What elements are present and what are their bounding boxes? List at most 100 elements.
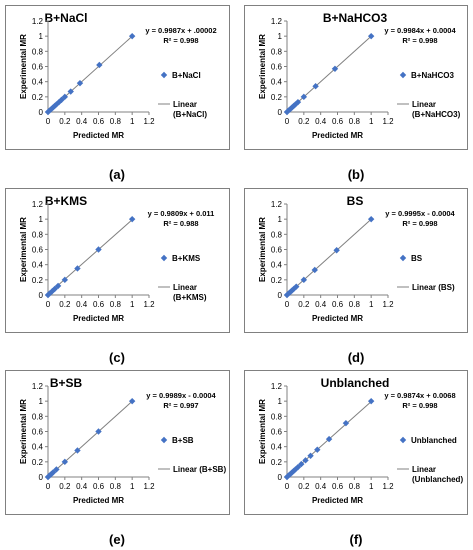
data-point: [61, 276, 69, 284]
y-axis-label: Experimental MR: [19, 399, 28, 464]
chart-caption-e: (e): [109, 532, 125, 547]
data-point: [307, 452, 314, 459]
x-tick-label: 1: [369, 300, 374, 309]
x-tick-label: 1: [130, 300, 135, 309]
y-tick-label: 0.4: [32, 443, 44, 452]
y-tick-label: 0.4: [271, 78, 283, 87]
y-tick-label: 0.4: [271, 261, 283, 270]
data-point: [290, 285, 297, 293]
data-point: [54, 282, 62, 290]
data-point: [293, 283, 300, 290]
y-tick-label: 0.8: [32, 47, 44, 56]
data-point: [283, 108, 291, 116]
chart-title: Unblanched: [321, 376, 390, 390]
data-point: [283, 473, 291, 481]
data-point: [367, 32, 375, 40]
data-point: [74, 447, 81, 454]
y-tick-label: 1.2: [32, 17, 44, 26]
x-tick-label: 1.2: [382, 300, 394, 309]
y-tick-label: 0.2: [32, 93, 44, 102]
x-axis-label: Predicted MR: [73, 314, 124, 323]
legend-marker-icon: [399, 436, 407, 444]
x-tick-label: 0.2: [298, 482, 310, 491]
legend-marker-icon: [399, 254, 407, 262]
equation-label: y = 0.9989x - 0.0004: [146, 391, 216, 400]
legend-marker-icon: [160, 436, 168, 444]
legend-line-label: (B+KMS): [173, 293, 207, 302]
data-point: [331, 65, 339, 72]
chart-caption-a: (a): [109, 167, 125, 182]
legend-line-label: Linear: [173, 100, 197, 109]
r-squared-label: R² = 0.998: [402, 219, 437, 228]
x-tick-label: 0.6: [332, 482, 344, 491]
legend-marker-label: B+NaCl: [172, 71, 201, 80]
data-point: [128, 397, 136, 405]
data-point: [55, 98, 63, 106]
y-axis-label: Experimental MR: [258, 217, 267, 282]
x-tick-label: 0.2: [59, 300, 71, 309]
y-tick-label: 1.2: [271, 382, 283, 391]
r-squared-label: R² = 0.998: [163, 36, 198, 45]
x-tick-label: 1.2: [143, 482, 155, 491]
legend-line-label: Linear: [173, 283, 197, 292]
data-point: [67, 88, 74, 95]
trend-line: [286, 35, 372, 113]
data-point: [367, 397, 375, 405]
y-tick-label: 0: [278, 291, 283, 300]
x-tick-label: 0: [46, 482, 51, 491]
data-point: [288, 104, 296, 111]
legend-line-label: Linear: [412, 100, 436, 109]
y-tick-label: 0.6: [271, 428, 283, 437]
x-tick-label: 0.8: [110, 482, 122, 491]
x-tick-label: 0.6: [93, 117, 105, 126]
y-tick-label: 0.8: [271, 47, 283, 56]
y-tick-label: 1: [39, 215, 44, 224]
chart-panel-d: BS 0 0.2 0.4 0.6 0.8 1 1.2 0 0.2 0.4 0.6 0.8 1 1.2 Pred…: [244, 188, 468, 333]
data-point: [292, 101, 299, 108]
y-tick-label: 1.2: [32, 382, 44, 391]
legend-marker-icon: [160, 71, 168, 79]
data-point: [300, 276, 308, 284]
x-tick-label: 1.2: [143, 300, 155, 309]
legend-marker-label: Unblanched: [411, 436, 457, 445]
data-point: [314, 446, 321, 453]
chart-caption-c: (c): [109, 350, 125, 365]
x-tick-label: 0.6: [93, 300, 105, 309]
chart-title: B+NaHCO3: [323, 11, 388, 25]
equation-label: y = 0.9987x + .00002: [145, 26, 216, 35]
legend-marker-icon: [399, 71, 407, 79]
data-point: [76, 79, 84, 87]
y-tick-label: 0.2: [32, 458, 44, 467]
y-tick-label: 0.4: [271, 443, 283, 452]
x-tick-label: 0: [285, 117, 290, 126]
data-point: [128, 215, 136, 223]
data-point: [95, 428, 102, 435]
x-tick-label: 1: [369, 482, 374, 491]
data-point: [44, 291, 52, 299]
y-tick-label: 1: [278, 32, 283, 41]
y-tick-label: 1.2: [32, 200, 44, 209]
x-tick-label: 0: [46, 117, 51, 126]
data-point: [367, 215, 375, 223]
legend-marker-icon: [160, 254, 168, 262]
chart-title: B+SB: [50, 376, 83, 390]
data-point: [51, 285, 58, 293]
y-tick-label: 0: [39, 108, 44, 117]
data-point: [96, 61, 103, 69]
data-point: [49, 469, 57, 476]
x-tick-label: 1: [369, 117, 374, 126]
legend-line-label: Linear (B+SB): [173, 465, 226, 474]
y-tick-label: 0.6: [32, 246, 44, 255]
y-tick-label: 0.4: [32, 78, 44, 87]
x-tick-label: 0.8: [349, 482, 361, 491]
r-squared-label: R² = 0.998: [402, 36, 437, 45]
chart-panel-a: B+NaCl 0 0.2 0.4 0.6 0.8 1 1.2 0 0.2 0.4 0.6 0.8 1 1.2…: [5, 5, 230, 150]
x-axis-label: Predicted MR: [312, 131, 363, 140]
x-axis-label: Predicted MR: [312, 314, 363, 323]
equation-label: y = 0.9984x + 0.0004: [384, 26, 456, 35]
chart-panel-b: B+NaHCO3 0 0.2 0.4 0.6 0.8 1 1.2 0 0.2 0.4 0.6 0.8 1 1…: [244, 5, 468, 150]
data-point: [290, 467, 297, 475]
legend-line-label: (Unblanched): [412, 475, 463, 484]
x-tick-label: 0: [285, 482, 290, 491]
x-tick-label: 0.2: [59, 117, 71, 126]
